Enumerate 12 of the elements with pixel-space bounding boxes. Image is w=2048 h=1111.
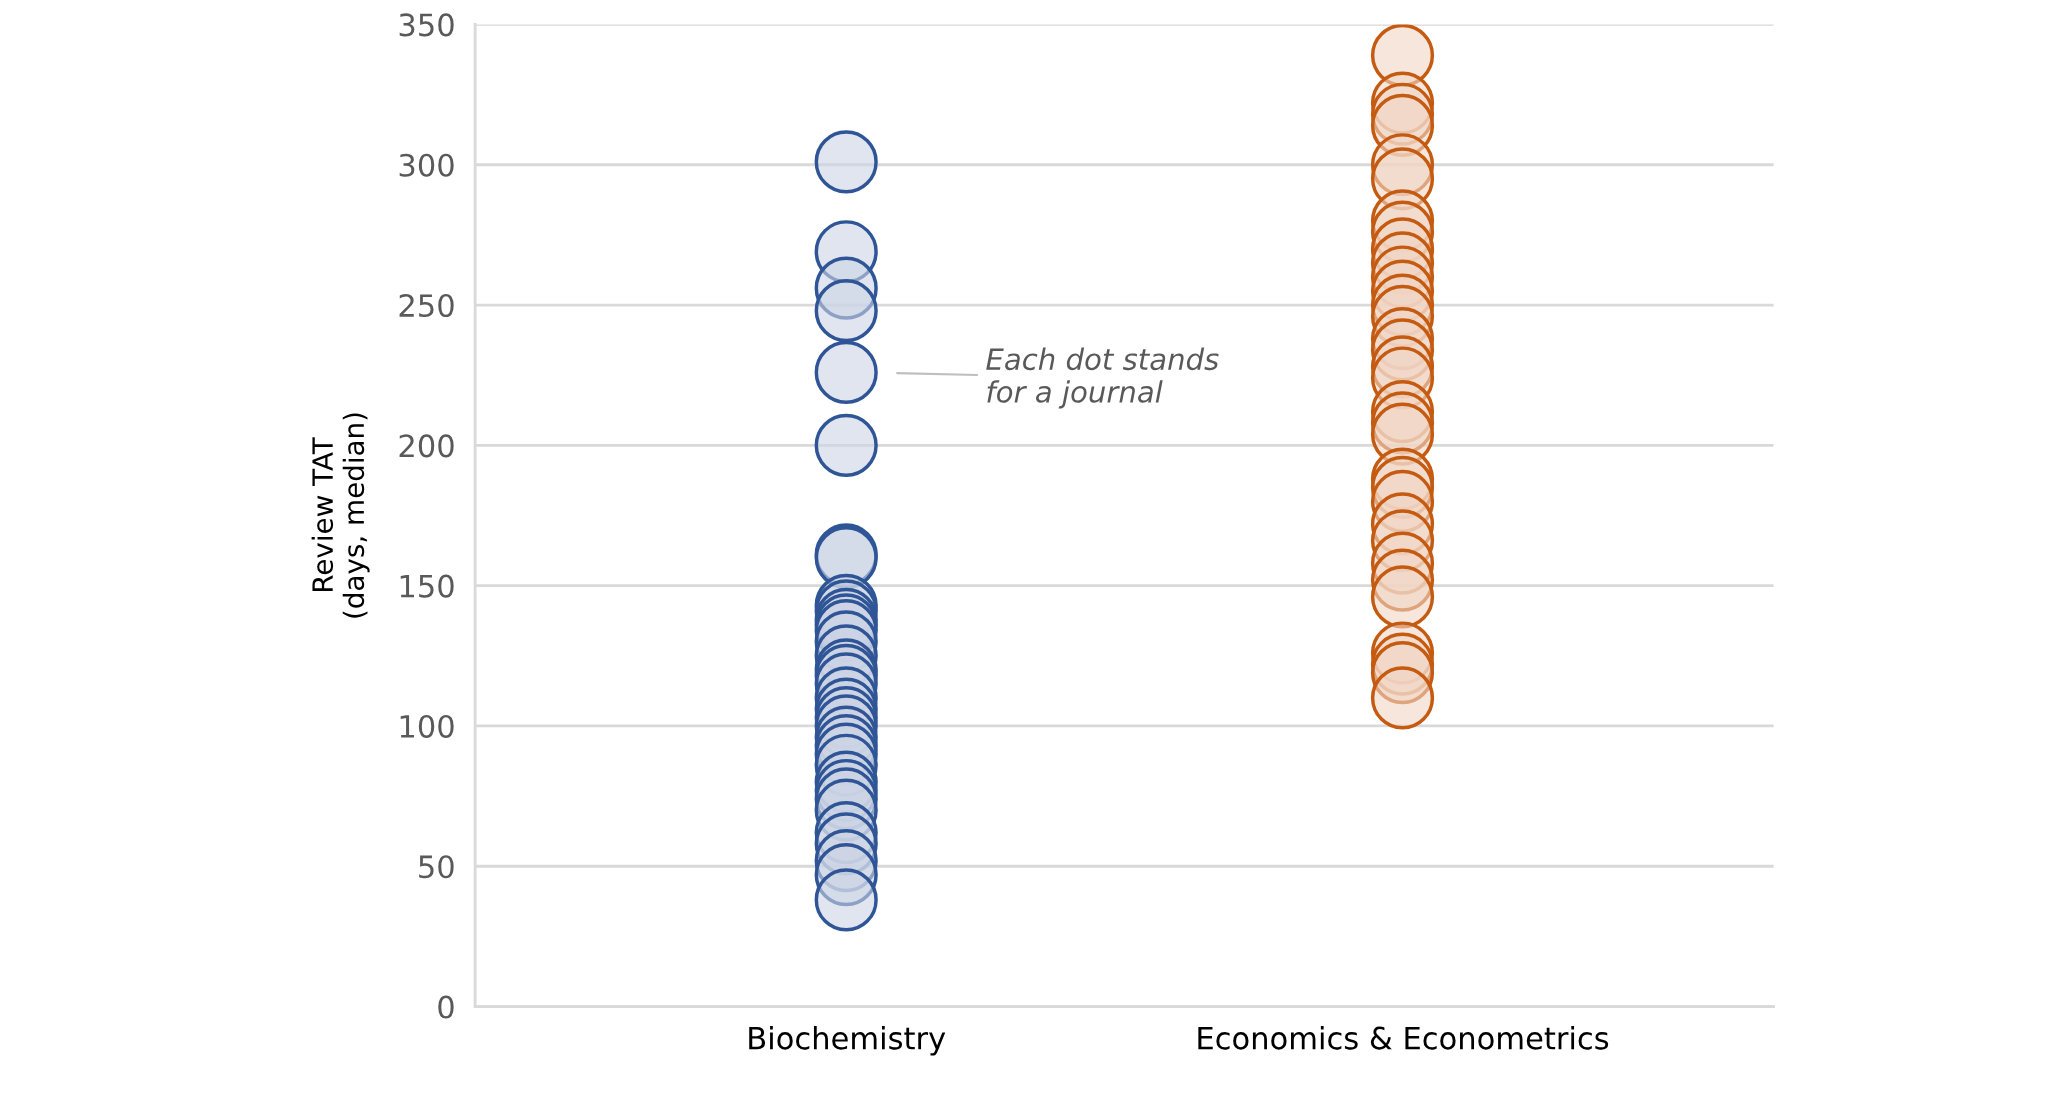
y-tick-label: 200 [399,434,454,458]
y-tick-label: 250 [399,293,454,318]
annotation: Each dot stands for a journal [986,347,1219,409]
y-tick-label: 50 [419,855,454,879]
y-tick-label: 100 [400,714,454,738]
x-tick-label: Biochemistry [749,1026,946,1056]
y-tick-label: 350 [399,13,454,37]
y-tick-label: 300 [399,153,454,177]
y-tick-label: 0 [438,995,454,1019]
y-axis-title: Review TAT (days, median) [311,413,370,618]
y-tick-label: 150 [400,574,454,598]
x-tick-label: Economics & Econometrics [1198,1026,1609,1050]
